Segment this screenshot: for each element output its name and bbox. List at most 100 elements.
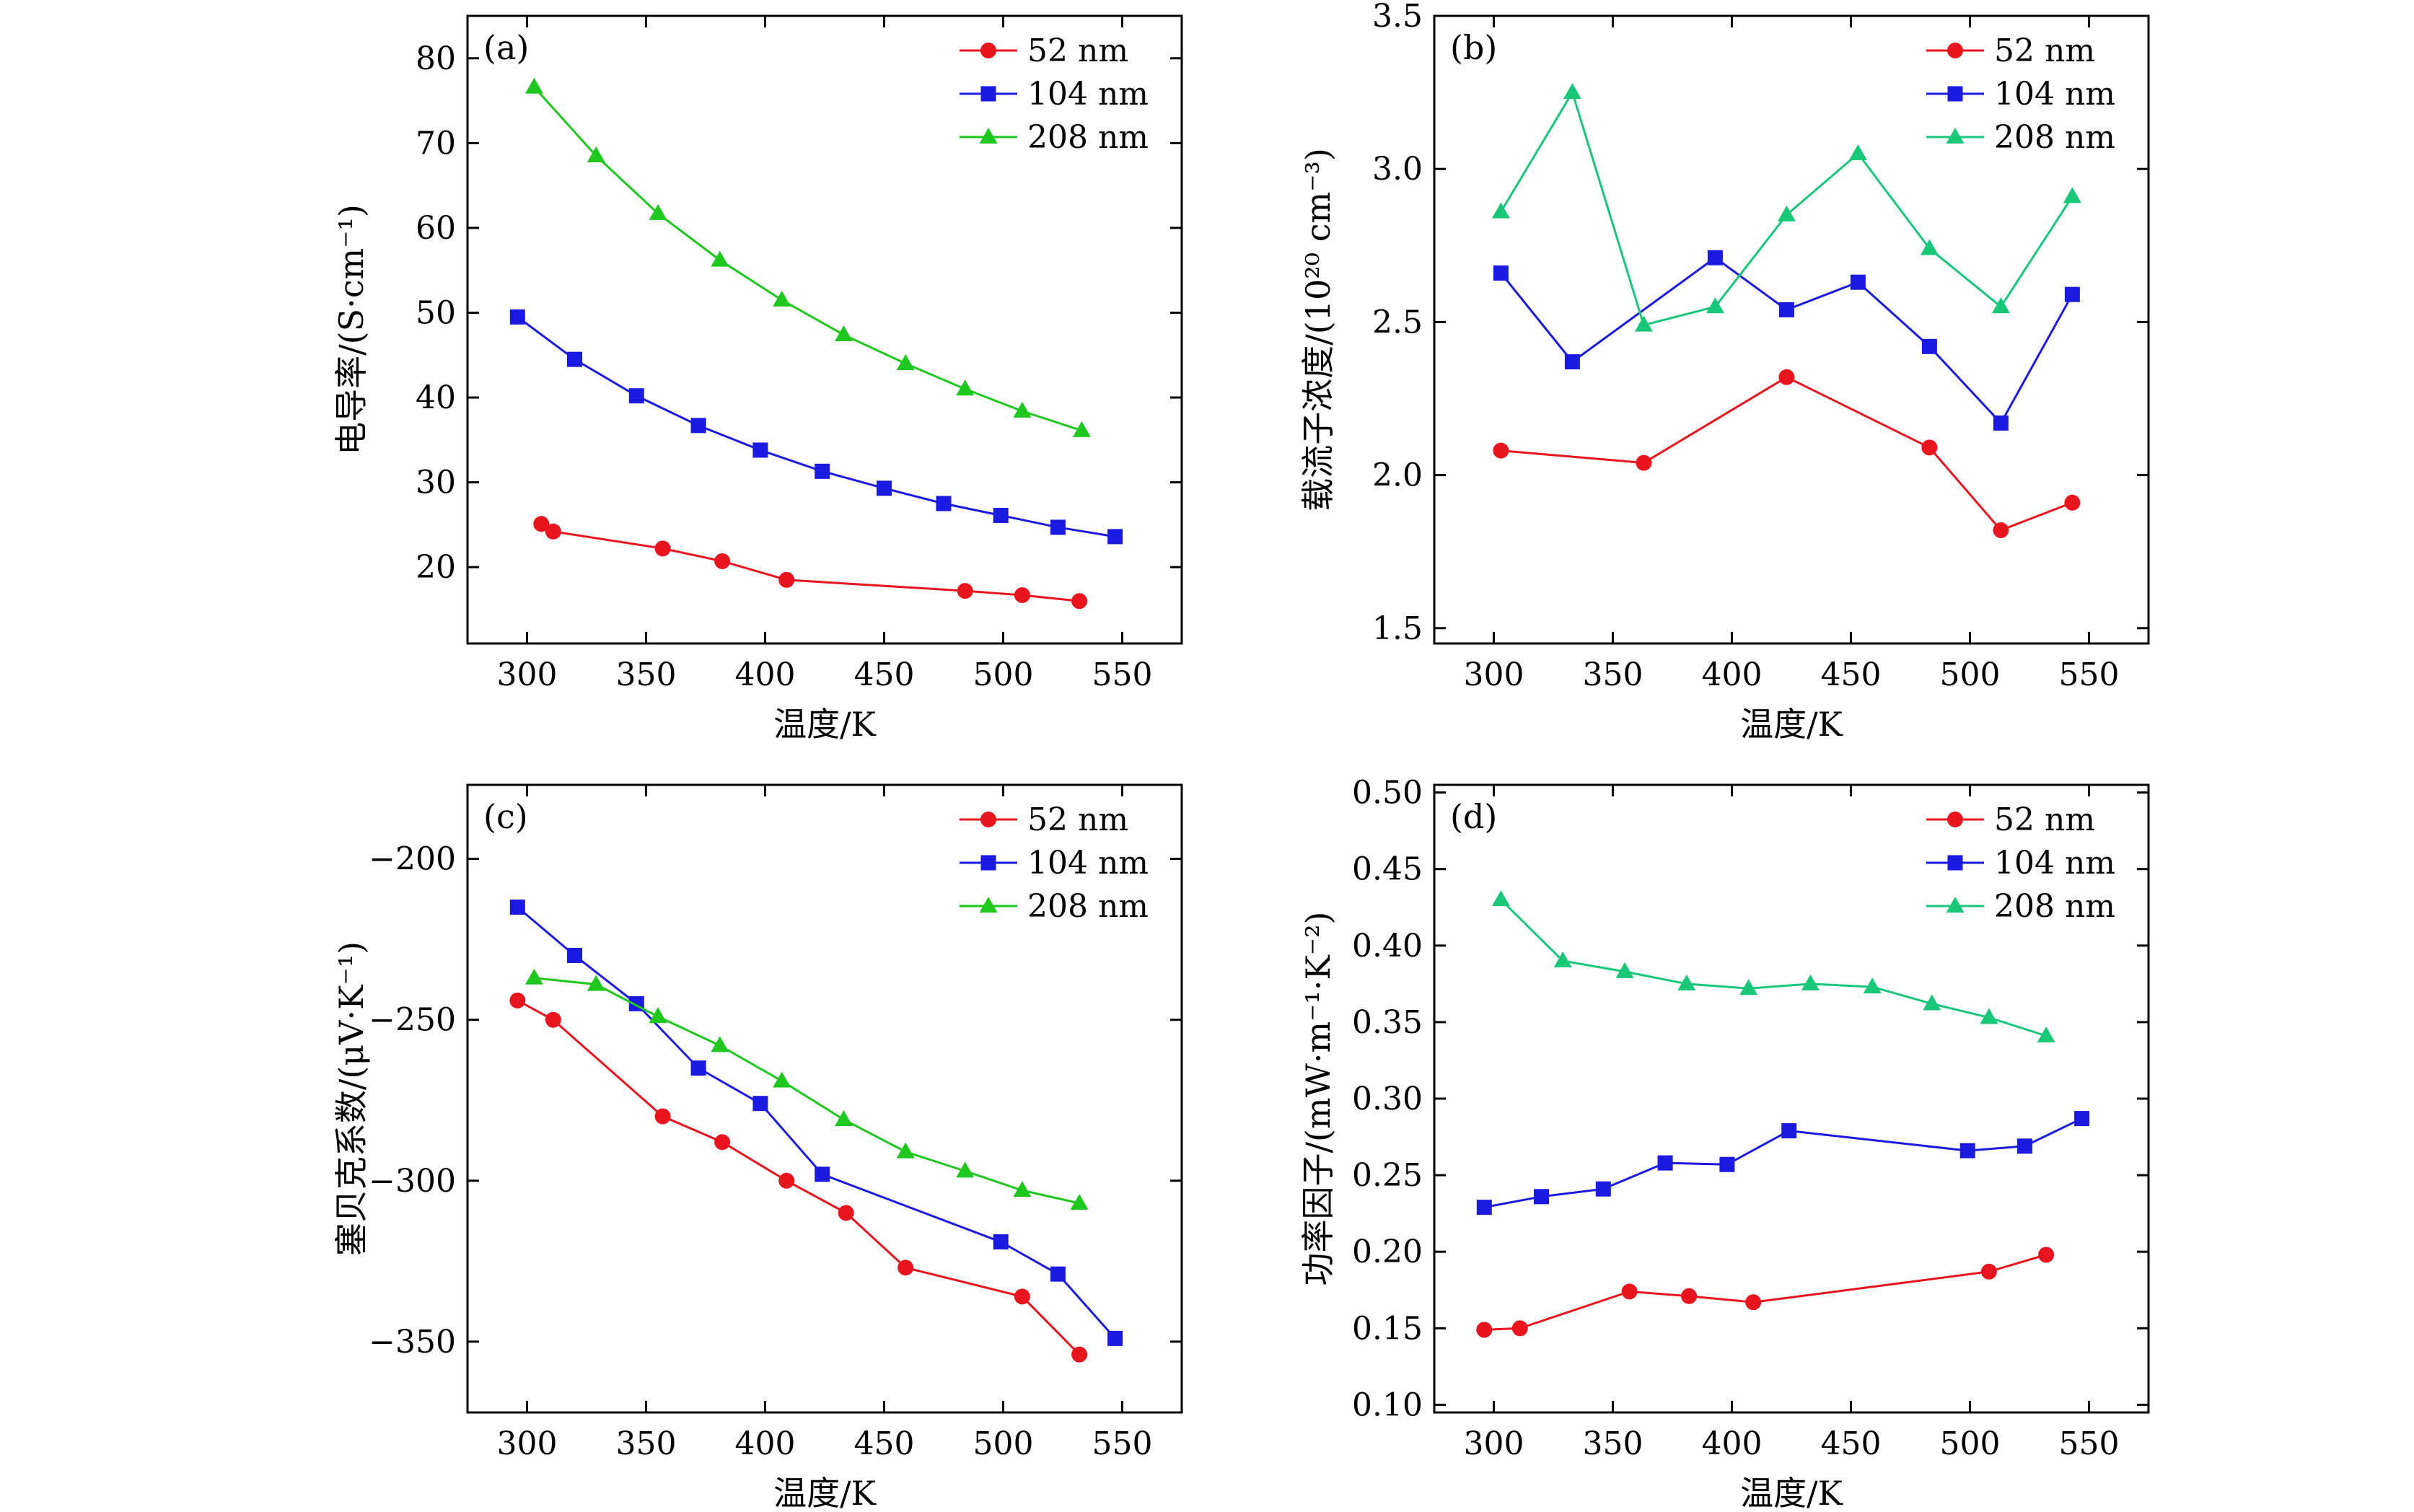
panel-d: 300 350 400 450 500 550 0.10 0.15 0.20 0.25 0.30 0.… — [1299, 775, 2150, 1512]
y-tick-label: 60 — [416, 210, 456, 247]
data-point — [533, 516, 550, 532]
series-line-2 — [1500, 899, 2047, 1037]
panel-tag: (a) — [483, 28, 529, 67]
data-point — [815, 1166, 830, 1182]
data-point — [1920, 239, 1939, 255]
x-tick-label: 300 — [1464, 656, 1524, 693]
legend-entry: 104 nm — [1994, 76, 2115, 113]
legend-marker — [980, 86, 996, 102]
data-point — [545, 523, 561, 540]
data-point — [1634, 315, 1653, 332]
series-line-0 — [1501, 376, 2073, 532]
legend-entry: 52 nm — [1027, 32, 1128, 69]
legend-marker — [980, 812, 996, 827]
data-point — [2037, 1027, 2055, 1042]
x-tick-label: 550 — [1092, 1425, 1153, 1462]
x-tick-label: 350 — [1583, 1425, 1643, 1462]
data-point — [525, 968, 543, 985]
data-point — [2016, 1138, 2032, 1154]
data-point — [567, 351, 582, 367]
legend-entry: 208 nm — [1027, 888, 1149, 925]
y-tick-label: 0.20 — [1352, 1234, 1423, 1270]
data-point — [1476, 1200, 1492, 1216]
data-point — [509, 309, 525, 325]
legend-entry: 208 nm — [1027, 119, 1149, 156]
data-point — [1563, 83, 1581, 100]
data-point — [587, 975, 605, 991]
x-tick-label: 450 — [1821, 1425, 1882, 1462]
x-tick-label: 300 — [497, 1425, 558, 1462]
data-point — [993, 1234, 1009, 1250]
data-point — [1801, 974, 1820, 990]
data-point — [956, 1161, 975, 1178]
data-point — [711, 250, 729, 267]
data-point — [1993, 522, 2009, 538]
data-point — [896, 1142, 915, 1159]
data-point — [1777, 205, 1796, 221]
y-tick-label: −350 — [369, 1324, 456, 1361]
x-tick-label: 400 — [1702, 656, 1763, 693]
legend-entry: 104 nm — [1027, 845, 1149, 882]
data-point — [2064, 286, 2080, 302]
legend-entry: 208 nm — [1994, 888, 2115, 925]
data-point — [838, 1205, 854, 1221]
y-tick-label: 50 — [416, 294, 456, 331]
legend-marker — [979, 897, 998, 913]
data-point — [1493, 265, 1509, 281]
y-tick-label: 70 — [416, 125, 456, 162]
data-point — [1013, 401, 1032, 418]
y-axis-label: 功率因子/(mW·m⁻¹·K⁻²) — [1299, 912, 1338, 1286]
y-tick-label: 0.50 — [1352, 775, 1423, 812]
panel-a: 300 350 400 450 500 550 20 30 40 50 60 70 80 温度/K 电导率/… — [332, 14, 1183, 744]
y-tick-label: 2.5 — [1372, 304, 1423, 340]
data-point — [1921, 439, 1938, 456]
data-point — [1511, 1320, 1528, 1337]
panel-b: 300 350 400 450 500 550 1.5 2.0 2.5 3.0 3.5 温度/K 载流子… — [1299, 0, 2150, 744]
data-point — [778, 571, 795, 588]
data-point — [525, 77, 543, 94]
data-point — [1921, 338, 1937, 354]
series-line-0 — [1484, 1254, 2047, 1331]
x-tick-label: 300 — [1464, 1425, 1524, 1462]
data-point — [815, 463, 830, 479]
data-point — [2064, 494, 2081, 511]
y-tick-label: −250 — [369, 1002, 456, 1039]
y-tick-label: 0.45 — [1352, 851, 1423, 888]
data-point — [1595, 1181, 1611, 1197]
data-point — [1621, 1283, 1638, 1300]
data-point — [752, 442, 768, 458]
x-tick-label: 500 — [1940, 656, 2001, 693]
x-tick-label: 300 — [497, 656, 558, 693]
y-tick-label: 0.35 — [1352, 1004, 1423, 1041]
y-tick-label: 2.0 — [1372, 457, 1423, 494]
x-tick-label: 400 — [1702, 1425, 1763, 1462]
legend-entry: 52 nm — [1027, 801, 1128, 838]
y-tick-label: 0.30 — [1352, 1081, 1423, 1117]
data-point — [1848, 144, 1867, 160]
data-point — [509, 900, 525, 915]
data-point — [773, 290, 791, 307]
panel-b-frame — [1433, 14, 2150, 645]
data-point — [936, 496, 952, 511]
data-point — [654, 1108, 671, 1125]
legend-entry: 104 nm — [1994, 845, 2115, 882]
data-point — [1863, 977, 1882, 994]
data-point — [649, 1007, 667, 1024]
x-tick-label: 350 — [616, 1425, 677, 1462]
legend-entry: 208 nm — [1994, 119, 2115, 156]
y-tick-label: 0.10 — [1352, 1386, 1423, 1423]
data-point — [1534, 1189, 1549, 1205]
legend-marker — [1947, 812, 1963, 827]
data-point — [1071, 593, 1088, 610]
data-point — [711, 1036, 729, 1052]
data-point — [567, 947, 582, 963]
data-point — [877, 480, 892, 496]
x-tick-label: 350 — [616, 656, 677, 693]
legend-marker — [1947, 855, 1963, 871]
x-tick-label: 350 — [1583, 656, 1643, 693]
x-tick-label: 550 — [2059, 1425, 2120, 1462]
data-point — [834, 1110, 853, 1126]
data-point — [1993, 415, 2009, 431]
y-tick-label: 0.15 — [1352, 1310, 1423, 1347]
x-axis-label: 温度/K — [1740, 705, 1843, 744]
